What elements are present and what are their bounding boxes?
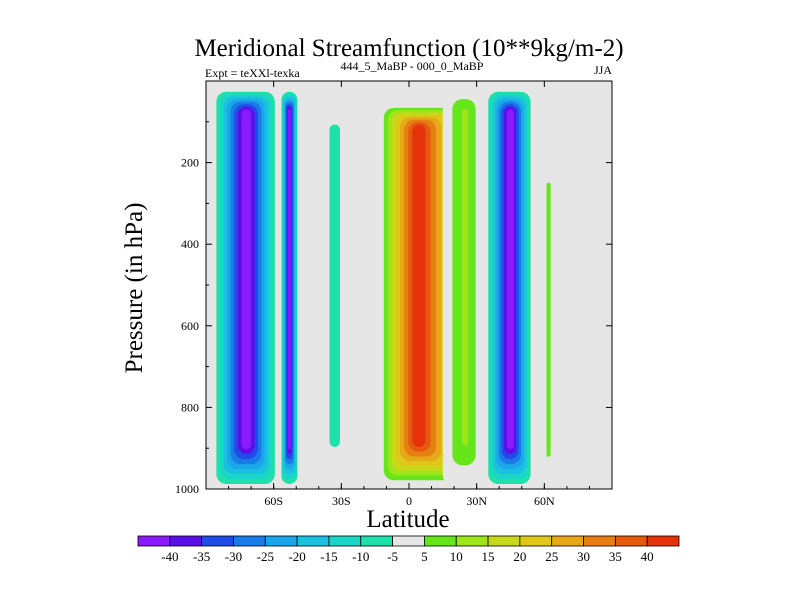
colorbar-box [583,535,616,547]
colorbar-label: 40 [641,549,654,564]
field-northern-ferrel-cell [485,89,534,489]
contour-band [288,109,291,450]
colorbar-label: -25 [257,549,274,564]
colorbar-label: 5 [421,549,428,564]
y-tick-label: 1000 [175,482,199,496]
x-tick-label: 60N [534,494,555,508]
y-axis-ticks: 200 400 600 800 1000 [175,121,612,496]
colorbar: -40 -35 -30 -25 -20 -15 -10 -5 5 10 15 20 25 30 35 40 [137,535,680,564]
colorbar-box [424,535,457,547]
colorbar-box [487,535,521,547]
experiment-label: Expt = teXXl-texka [205,66,300,80]
x-tick-label: 30S [332,494,351,508]
colorbar-label: 35 [609,549,622,564]
colorbar-box [646,535,680,547]
colorbar-label: -20 [288,549,305,564]
field-hadley-cell-northern-flank [442,89,484,485]
y-tick-label: 800 [181,400,199,414]
chart-title: Meridional Streamfunction (10**9kg/m-2) [194,35,623,62]
colorbar-box [233,535,266,547]
colorbar-label: 30 [577,549,590,564]
colorbar-label: -35 [193,549,210,564]
colorbar-box [169,535,203,547]
colorbar-label: -30 [225,549,242,564]
colorbar-box [328,535,362,547]
colorbar-label: 15 [482,549,495,564]
x-tick-label: 30N [466,494,487,508]
colorbar-box [137,535,171,547]
colorbar-box [360,535,393,547]
colorbar-box [519,535,553,547]
colorbar-label: -15 [320,549,337,564]
y-axis-label: Pressure (in hPa) [121,203,148,374]
x-tick-label: 60S [264,494,283,508]
x-axis-label: Latitude [366,506,449,533]
colorbar-box [392,535,425,547]
colorbar-label: 25 [545,549,558,564]
colorbar-box [551,535,584,547]
colorbar-label: -5 [387,549,398,564]
y-tick-label: 600 [181,319,199,333]
y-tick-label: 400 [181,237,199,251]
field-southern-polar-cell-belt [212,89,279,489]
x-axis-ticks: 60S 30S 0 30N 60N [205,81,613,508]
colorbar-box [614,535,648,547]
field-northern-polar-cell [533,166,561,489]
y-tick-label: 200 [181,156,199,170]
colorbar-box [201,535,234,547]
contour-band [506,109,514,450]
colorbar-box [455,535,489,547]
colorbar-box [296,535,330,547]
contour-band [329,124,340,447]
contour-band [462,108,469,446]
streamfunction-field [212,89,561,489]
field-southern-midlatitude-cell [300,105,371,485]
colorbar-label: 20 [513,549,526,564]
contour-band [412,124,426,447]
contour-band [241,109,252,450]
season-label: JJA [594,63,612,77]
colorbar-box [264,535,298,547]
colorbar-label: 10 [450,549,463,564]
colorbar-label: -10 [352,549,369,564]
period-difference-label: 444_5_MaBP - 000_0_MaBP [341,59,484,73]
colorbar-label: -40 [161,549,178,564]
contour-band [546,182,551,457]
field-southern-subpolar-cell [280,89,299,489]
x-tick-label: 0 [406,494,412,508]
